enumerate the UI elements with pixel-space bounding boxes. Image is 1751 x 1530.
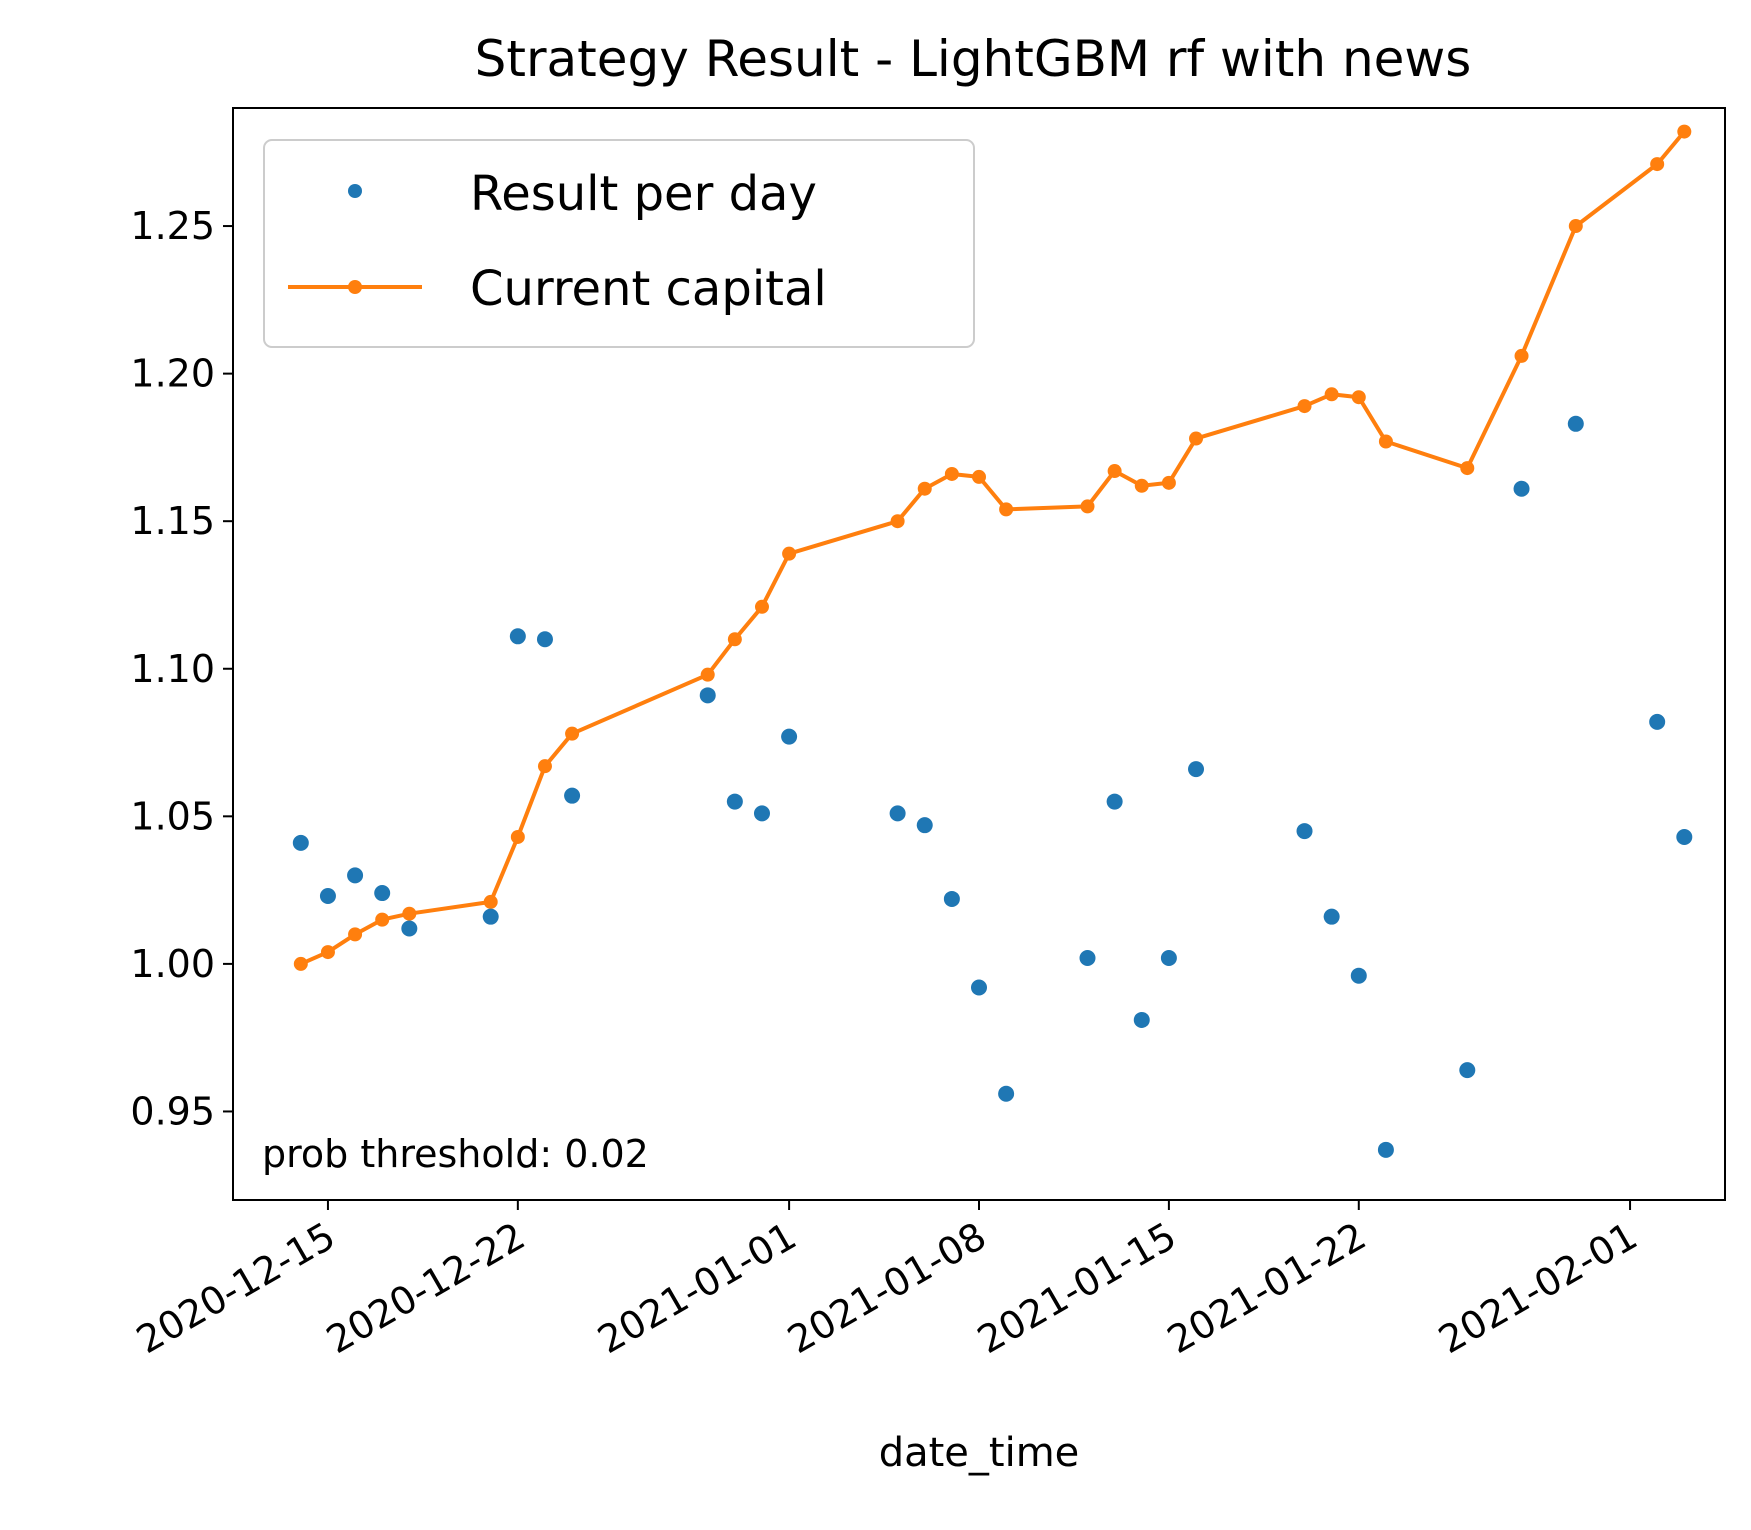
legend-marker-current-capital <box>348 280 362 294</box>
legend-box <box>263 139 975 348</box>
point-result-per-day <box>482 908 499 925</box>
point-result-per-day <box>564 787 581 804</box>
point-current-capital <box>1134 478 1149 493</box>
point-current-capital <box>1324 387 1339 402</box>
point-result-per-day <box>1296 823 1313 840</box>
point-current-capital <box>1189 431 1204 446</box>
point-current-capital <box>700 667 715 682</box>
point-current-capital <box>917 481 932 496</box>
x-axis-label: date_time <box>879 1430 1080 1476</box>
point-current-capital <box>1677 124 1692 139</box>
point-result-per-day <box>1567 415 1584 432</box>
point-result-per-day <box>1350 967 1367 984</box>
point-result-per-day <box>726 793 743 810</box>
point-current-capital <box>1514 348 1529 363</box>
point-current-capital <box>890 514 905 529</box>
point-result-per-day <box>1160 949 1177 966</box>
y-tick-label: 1.00 <box>130 942 215 986</box>
point-result-per-day <box>916 817 933 834</box>
point-current-capital <box>1297 399 1312 414</box>
point-current-capital <box>565 726 580 741</box>
point-current-capital <box>1378 434 1393 449</box>
point-result-per-day <box>1649 713 1666 730</box>
point-result-per-day <box>292 834 309 851</box>
y-axis: 0.95 1.00 1.05 1.10 1.15 1.20 1.25 <box>130 204 233 1133</box>
point-result-per-day <box>753 805 770 822</box>
y-tick-label: 1.10 <box>130 647 215 691</box>
point-result-per-day <box>1377 1141 1394 1158</box>
point-current-capital <box>782 546 797 561</box>
point-current-capital <box>727 632 742 647</box>
y-tick-label: 1.05 <box>130 794 215 838</box>
point-current-capital <box>320 945 335 960</box>
point-result-per-day <box>1079 949 1096 966</box>
point-result-per-day <box>998 1085 1015 1102</box>
point-result-per-day <box>889 805 906 822</box>
point-current-capital <box>1161 475 1176 490</box>
legend-label-result-per-day: Result per day <box>470 166 817 222</box>
y-tick-label: 0.95 <box>130 1089 215 1133</box>
y-tick-label: 1.20 <box>130 352 215 396</box>
point-current-capital <box>293 956 308 971</box>
point-result-per-day <box>943 890 960 907</box>
point-result-per-day <box>401 920 418 937</box>
legend-label-current-capital: Current capital <box>470 261 827 317</box>
y-tick-label: 1.15 <box>130 499 215 543</box>
point-result-per-day <box>536 631 553 648</box>
point-result-per-day <box>781 728 798 745</box>
point-current-capital <box>972 469 986 484</box>
series-line-current-capital <box>300 130 1686 966</box>
prob-threshold-annotation: prob threshold: 0.02 <box>262 1132 649 1176</box>
point-current-capital <box>348 927 363 942</box>
point-result-per-day <box>1133 1011 1150 1028</box>
point-current-capital <box>1460 461 1475 476</box>
legend: Result per day Current capital <box>263 139 975 348</box>
point-result-per-day <box>374 885 391 902</box>
point-result-per-day <box>509 628 526 645</box>
point-current-capital <box>1351 390 1366 405</box>
point-current-capital <box>375 912 390 927</box>
point-result-per-day <box>1513 480 1530 497</box>
point-result-per-day <box>699 687 716 704</box>
point-current-capital <box>510 829 525 844</box>
point-result-per-day <box>1106 793 1123 810</box>
point-result-per-day <box>971 979 987 996</box>
chart-title: Strategy Result - LightGBM rf with news <box>475 30 1472 88</box>
point-current-capital <box>999 502 1014 517</box>
y-tick-label: 1.25 <box>130 204 215 248</box>
point-current-capital <box>1650 157 1665 172</box>
point-current-capital <box>754 599 769 614</box>
point-current-capital <box>1568 219 1583 234</box>
point-current-capital <box>1107 464 1122 479</box>
point-result-per-day <box>1323 908 1340 925</box>
series-layer <box>292 124 1693 1158</box>
legend-marker-result-per-day <box>348 184 362 198</box>
point-result-per-day <box>1188 761 1205 778</box>
point-current-capital <box>944 466 959 481</box>
point-result-per-day <box>347 867 364 884</box>
point-current-capital <box>402 906 417 921</box>
point-current-capital <box>537 759 552 774</box>
point-result-per-day <box>1676 828 1693 845</box>
point-result-per-day <box>319 888 336 905</box>
point-result-per-day <box>1459 1062 1476 1079</box>
point-current-capital <box>1080 499 1095 514</box>
point-current-capital <box>483 894 498 909</box>
